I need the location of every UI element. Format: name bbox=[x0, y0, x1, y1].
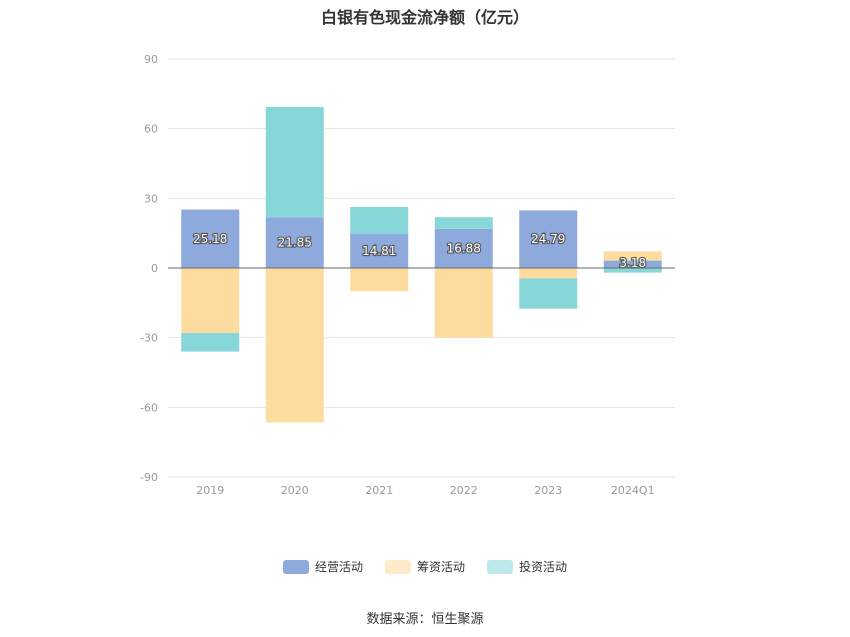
legend-item-operating[interactable]: 经营活动 bbox=[282, 558, 363, 575]
bar-financing-2024Q1[interactable] bbox=[603, 251, 662, 261]
legend: 经营活动 筹资活动 投资活动 bbox=[0, 558, 850, 575]
bar-operating-2022[interactable] bbox=[434, 228, 493, 268]
y-tick-label: 30 bbox=[144, 192, 158, 205]
data-label-2019: 25.18 bbox=[193, 232, 227, 246]
data-labels: 25.18 21.85 14.81 16.88 24.79 3.18 bbox=[192, 231, 647, 271]
x-tick-label: 2023 bbox=[534, 484, 562, 497]
x-tick-label: 2021 bbox=[365, 484, 393, 497]
bar-financing-2021[interactable] bbox=[350, 268, 409, 292]
legend-swatch-financing bbox=[384, 559, 411, 574]
x-tick-label: 2024Q1 bbox=[611, 484, 655, 497]
x-tick-label: 2020 bbox=[281, 484, 309, 497]
legend-label-financing: 筹资活动 bbox=[416, 560, 465, 574]
bar-financing-2023[interactable] bbox=[519, 268, 578, 279]
data-source: 数据来源：恒生聚源 bbox=[366, 612, 484, 627]
y-tick-label: 60 bbox=[144, 123, 158, 136]
y-tick-label: 90 bbox=[144, 53, 158, 66]
data-label-2023: 24.79 bbox=[531, 232, 565, 246]
legend-swatch-operating bbox=[282, 559, 309, 574]
y-tick-label: -60 bbox=[140, 401, 158, 414]
x-tick-label: 2022 bbox=[450, 484, 478, 497]
data-label-2024Q1: 3.18 bbox=[619, 256, 646, 270]
legend-item-investing[interactable]: 投资活动 bbox=[487, 558, 567, 575]
bar-operating-2020[interactable] bbox=[265, 217, 324, 268]
bar-investing-2021[interactable] bbox=[350, 206, 409, 234]
legend-item-financing[interactable]: 筹资活动 bbox=[384, 558, 465, 575]
bar-financing-2019[interactable] bbox=[181, 268, 240, 334]
chart-title: 白银有色现金流净额（亿元） bbox=[320, 8, 529, 27]
data-label-2020: 21.85 bbox=[278, 236, 312, 250]
bar-investing-2019[interactable] bbox=[181, 333, 240, 352]
bar-financing-2020[interactable] bbox=[265, 268, 324, 423]
legend-swatch-investing bbox=[487, 559, 513, 574]
legend-label-investing: 投资活动 bbox=[519, 560, 568, 574]
data-label-2022: 16.88 bbox=[447, 241, 481, 255]
y-tick-label: 0 bbox=[151, 262, 158, 275]
axes: 90 60 30 0 -30 -60 -90 2019 2020 2021 2022 2023 2024… bbox=[140, 53, 675, 497]
data-label-2021: 14.81 bbox=[362, 244, 396, 258]
bar-investing-2022[interactable] bbox=[434, 217, 493, 229]
bar-operating-2023[interactable] bbox=[519, 210, 578, 268]
grid-lines bbox=[168, 58, 675, 478]
bar-investing-2023[interactable] bbox=[519, 278, 578, 309]
bars bbox=[181, 106, 662, 423]
bar-operating-2021[interactable] bbox=[350, 233, 409, 268]
y-tick-label: -30 bbox=[140, 332, 158, 345]
y-tick-label: -90 bbox=[140, 471, 158, 484]
bar-investing-2024Q1[interactable] bbox=[603, 268, 662, 273]
x-tick-label: 2019 bbox=[196, 484, 224, 497]
bar-operating-2024Q1[interactable] bbox=[603, 260, 662, 268]
legend-label-operating: 经营活动 bbox=[314, 560, 363, 574]
bar-operating-2019[interactable] bbox=[181, 209, 240, 268]
bar-financing-2022[interactable] bbox=[434, 268, 493, 338]
bar-investing-2020[interactable] bbox=[265, 106, 324, 218]
